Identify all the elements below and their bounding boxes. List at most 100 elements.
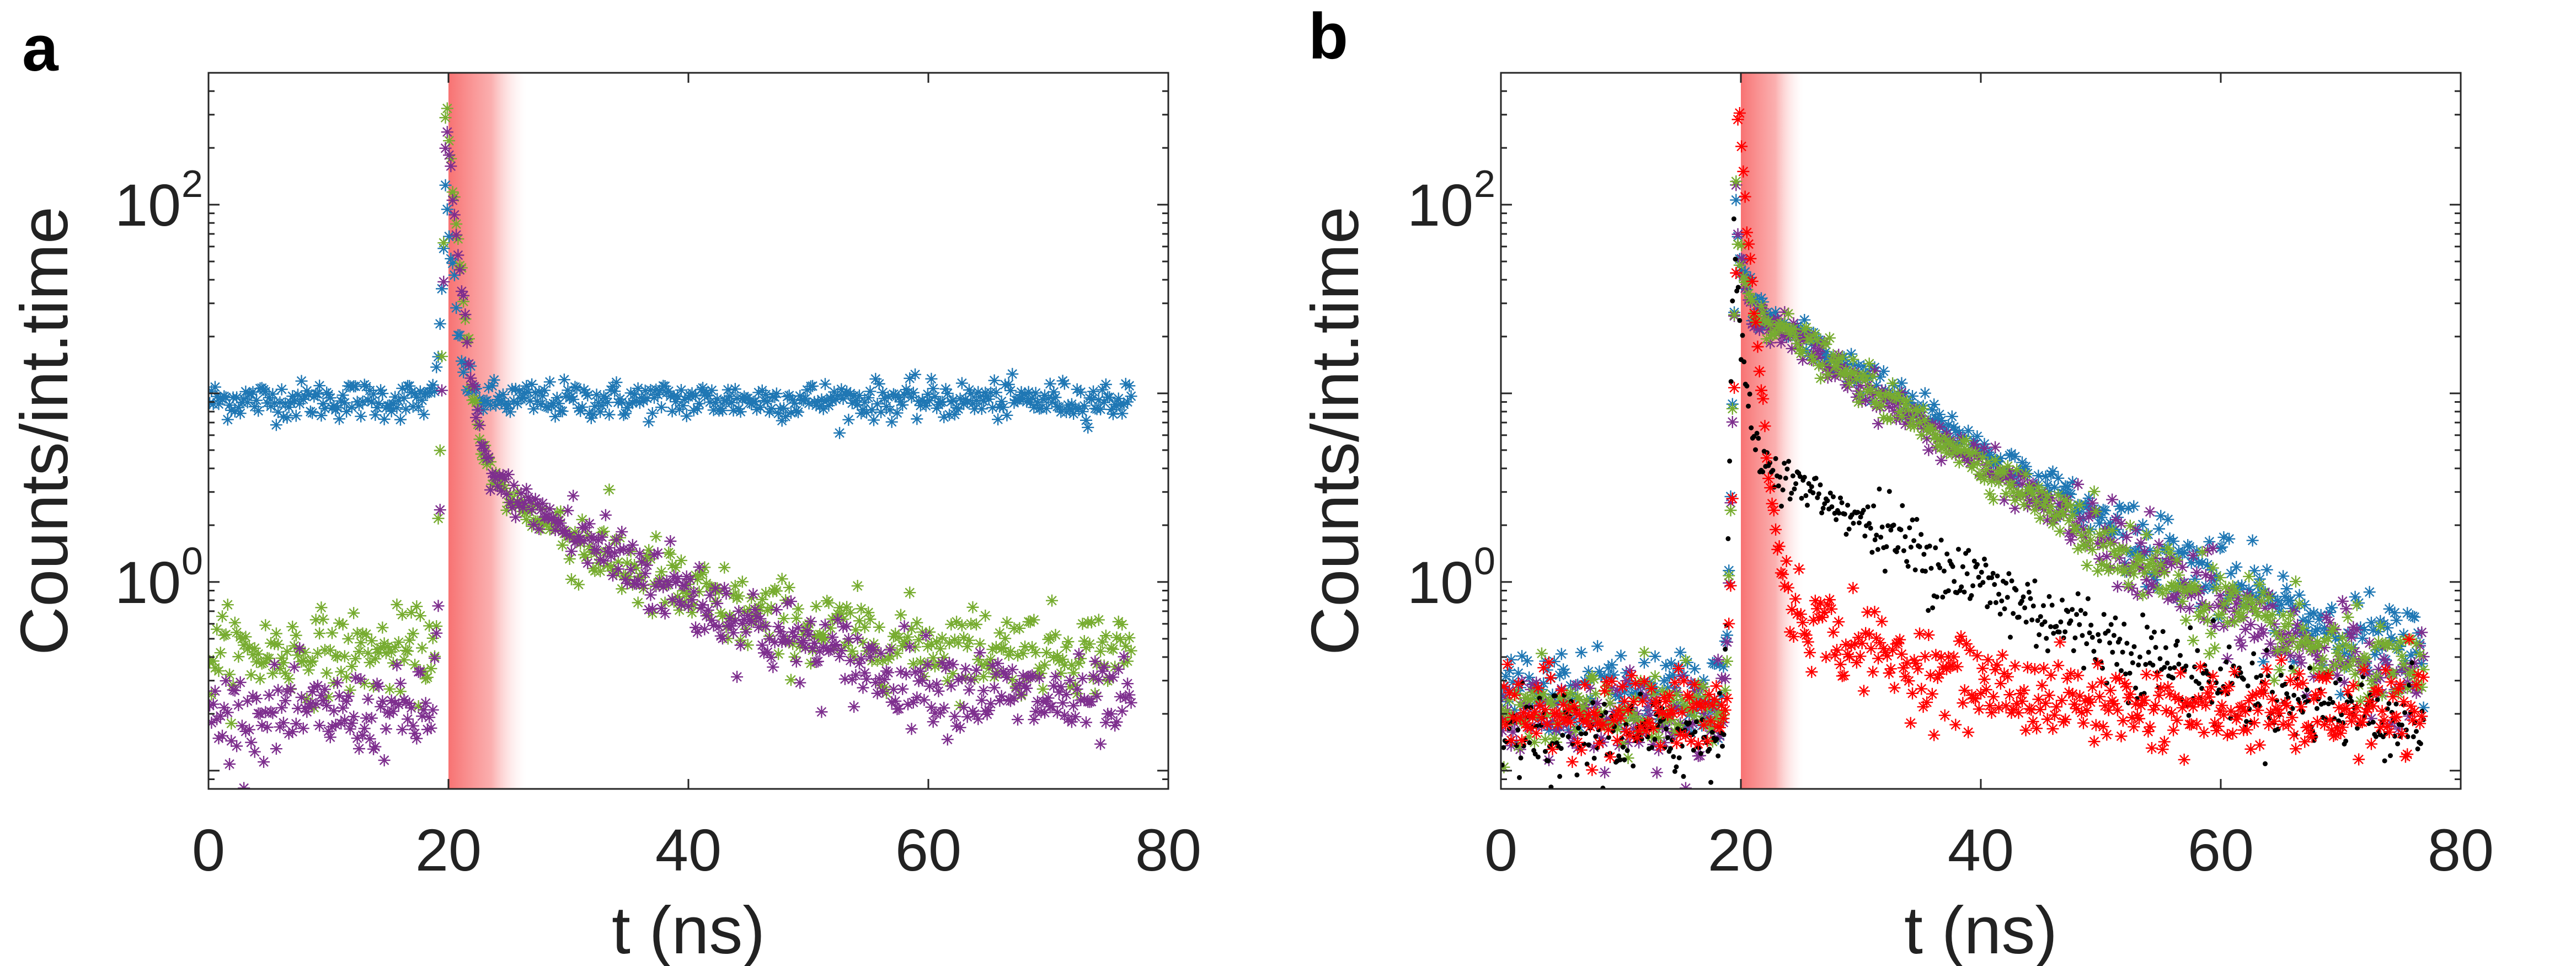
data-point <box>1762 472 1775 485</box>
data-point <box>1922 444 1935 456</box>
data-point <box>2162 513 2174 526</box>
data-point <box>653 385 666 397</box>
data-point <box>999 668 1012 680</box>
data-point <box>1735 285 1741 290</box>
data-point <box>784 595 797 608</box>
data-point <box>2026 589 2032 595</box>
data-point <box>1786 342 1798 355</box>
data-point <box>430 361 443 373</box>
data-point <box>1743 238 1755 250</box>
data-point <box>2160 629 2166 634</box>
data-point <box>2051 631 2056 636</box>
data-point <box>1881 649 1894 662</box>
data-point <box>2414 729 2419 734</box>
data-point <box>286 390 299 403</box>
data-point <box>1553 711 1566 723</box>
data-point <box>1820 505 1826 511</box>
panel-a-letter: a <box>22 12 59 85</box>
data-point <box>2336 632 2349 644</box>
data-point <box>2326 601 2338 614</box>
data-point <box>513 385 526 398</box>
data-point <box>848 701 861 713</box>
data-point <box>1902 534 1908 540</box>
data-point <box>1627 722 1640 735</box>
data-point <box>2333 641 2345 654</box>
data-point <box>1969 593 1974 598</box>
data-point <box>1015 688 1028 701</box>
data-point <box>1065 716 1078 728</box>
data-point <box>2307 607 2320 620</box>
data-point <box>2372 625 2385 638</box>
data-point <box>1622 703 1634 716</box>
data-point <box>538 384 551 397</box>
data-point <box>2032 578 2038 584</box>
data-point <box>761 646 774 659</box>
data-point <box>2160 583 2173 596</box>
data-point <box>1980 684 1992 696</box>
data-point <box>1012 649 1024 662</box>
data-point <box>306 685 319 698</box>
data-point <box>1004 384 1017 397</box>
data-point <box>2160 705 2173 717</box>
data-point <box>2121 621 2127 627</box>
data-point <box>1611 734 1623 747</box>
data-point <box>982 704 995 717</box>
data-point <box>565 573 578 586</box>
data-point <box>495 484 507 497</box>
data-point <box>1075 386 1087 398</box>
data-point <box>1539 733 1552 746</box>
data-point <box>1002 378 1015 391</box>
data-point <box>729 580 741 593</box>
data-point <box>1805 350 1818 362</box>
data-point <box>2249 660 2255 666</box>
data-point <box>1980 463 1992 476</box>
data-point <box>2056 629 2062 635</box>
data-point <box>2135 537 2147 549</box>
data-point <box>1650 685 1663 698</box>
data-point <box>990 668 1002 680</box>
data-point <box>1845 503 1851 508</box>
data-point <box>2065 609 2071 614</box>
data-point <box>2016 695 2029 708</box>
data-point <box>2356 716 2369 729</box>
data-point <box>2045 500 2057 513</box>
data-point <box>2167 535 2180 548</box>
data-point <box>2343 708 2356 721</box>
data-point <box>1978 673 1991 686</box>
data-point <box>2313 671 2326 684</box>
data-point <box>2176 701 2189 714</box>
data-point <box>1663 689 1676 702</box>
data-point <box>2156 743 2169 756</box>
data-point <box>1053 401 1066 413</box>
data-point <box>1501 680 1510 693</box>
data-point <box>362 647 375 659</box>
data-point <box>1638 657 1650 669</box>
data-point <box>216 610 229 623</box>
data-point <box>1665 713 1677 726</box>
data-point <box>2280 643 2293 655</box>
data-point <box>1800 629 1813 642</box>
data-point <box>439 179 452 191</box>
data-point <box>1733 257 1738 262</box>
data-point <box>2012 707 2025 719</box>
panel-a-x-axis-label: t (ns) <box>612 893 765 966</box>
data-point <box>2043 485 2055 498</box>
data-point <box>2228 605 2241 617</box>
data-point <box>1757 307 1770 319</box>
data-point <box>2393 701 2399 707</box>
data-point <box>1985 706 1998 719</box>
data-point <box>1753 365 1766 378</box>
data-point <box>2201 558 2214 571</box>
data-point <box>1720 655 1733 668</box>
data-point <box>662 578 675 591</box>
data-point <box>392 698 405 711</box>
data-point <box>1537 696 1542 701</box>
data-point <box>308 390 320 403</box>
data-point <box>794 640 806 653</box>
data-point <box>562 384 574 397</box>
data-point <box>968 673 981 685</box>
data-point <box>2284 594 2297 606</box>
data-point <box>993 695 1006 707</box>
data-point <box>1620 715 1633 728</box>
